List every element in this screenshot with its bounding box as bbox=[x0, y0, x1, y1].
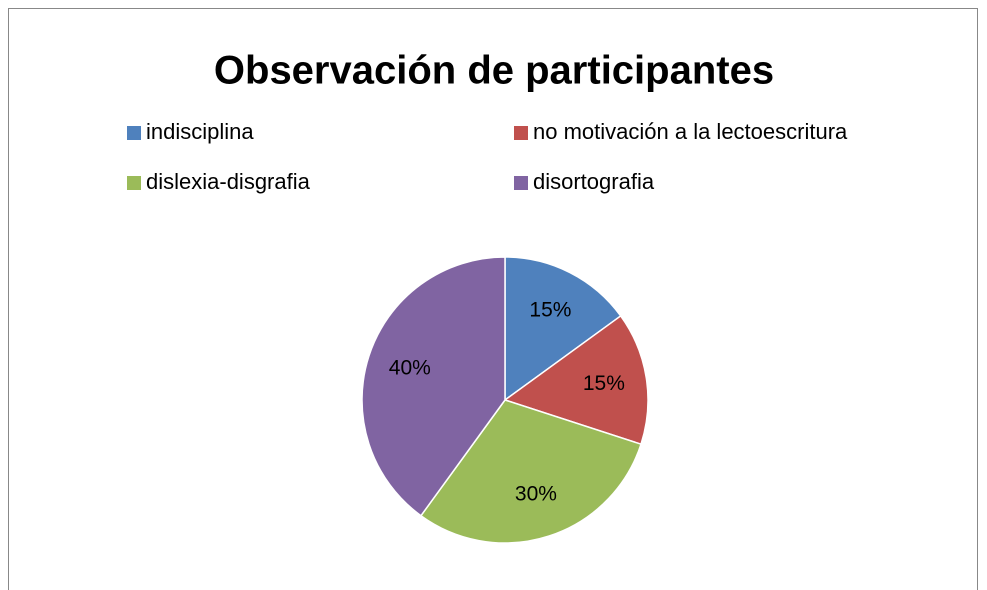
pie-slice bbox=[361, 256, 506, 517]
legend-swatch bbox=[127, 176, 141, 190]
legend-label: no motivación a la lectoescritura bbox=[533, 119, 848, 144]
data-label: 30% bbox=[515, 483, 557, 506]
data-label: 15% bbox=[529, 298, 571, 321]
legend-swatch bbox=[514, 126, 528, 140]
legend-label: dislexia-disgrafia bbox=[146, 169, 311, 194]
legend-label: disortografia bbox=[533, 169, 655, 194]
legend-swatch bbox=[514, 176, 528, 190]
chart-title: Observación de participantes bbox=[214, 49, 774, 93]
pie-slice bbox=[503, 314, 649, 446]
legend-swatch bbox=[127, 126, 141, 140]
legend-label: indisciplina bbox=[146, 119, 254, 144]
pie-slice bbox=[419, 399, 642, 544]
pie-slice bbox=[504, 256, 622, 402]
data-label: 40% bbox=[389, 357, 431, 380]
data-label: 15% bbox=[583, 372, 625, 395]
